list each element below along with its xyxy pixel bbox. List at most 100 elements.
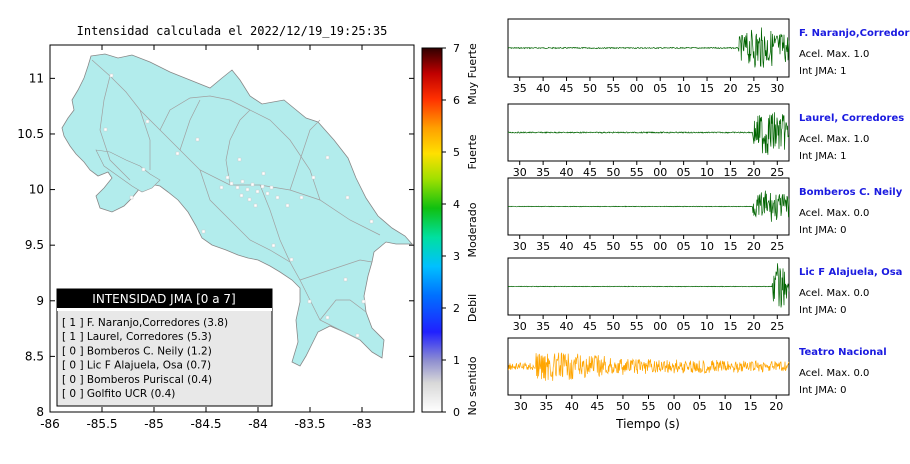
colorbar-tick-label: 4 xyxy=(453,198,460,211)
trace-tick-label: 15 xyxy=(723,320,737,333)
map-y-tick-label: 9 xyxy=(36,294,44,308)
trace-tick-label: 55 xyxy=(606,82,620,95)
trace-tick-label: 45 xyxy=(583,166,597,179)
trace-tick-label: 30 xyxy=(513,320,527,333)
trace-tick-label: 10 xyxy=(700,240,714,253)
trace-tick-label: 05 xyxy=(653,82,667,95)
trace-tick-label: 50 xyxy=(606,240,620,253)
intensity-legend: INTENSIDAD JMA [0 a 7] [ 1 ] F. Naranjo,… xyxy=(56,288,273,407)
legend-item: [ 0 ] Bomberos C. Neily (1.2) xyxy=(62,345,212,357)
trace-tick-label: 45 xyxy=(590,400,604,413)
trace-tick-label: 15 xyxy=(744,400,758,413)
int-jma-label: Int JMA: 0 xyxy=(799,305,847,316)
trace-tick-label: 00 xyxy=(653,166,667,179)
station-name: Lic F Alajuela, Osa xyxy=(799,267,902,278)
colorbar-tick-label: 6 xyxy=(453,94,460,107)
trace-tick-label: 40 xyxy=(560,166,574,179)
map-y-tick-label: 8 xyxy=(36,405,44,419)
trace-tick-label: 35 xyxy=(536,166,550,179)
colorbar-tick-label: 2 xyxy=(453,302,460,315)
acel-max-label: Acel. Max. 1.0 xyxy=(799,49,869,60)
trace-tick-label: 35 xyxy=(536,240,550,253)
trace-tick-label: 05 xyxy=(677,240,691,253)
trace-tick-label: 40 xyxy=(560,240,574,253)
colorbar-tick-label: 0 xyxy=(453,406,460,419)
costa-rica-land xyxy=(61,53,413,367)
trace-tick-label: 10 xyxy=(700,166,714,179)
time-axis-label: Tiempo (s) xyxy=(615,417,680,431)
map-x-tick-label: -83 xyxy=(352,417,372,431)
trace-tick-label: 25 xyxy=(770,166,784,179)
map-y-tick-label: 10.5 xyxy=(17,127,44,141)
trace-tick-label: 50 xyxy=(606,166,620,179)
station-name: Bomberos C. Neily xyxy=(799,187,903,198)
trace-tick-label: 45 xyxy=(583,240,597,253)
legend-divider xyxy=(57,308,272,311)
legend-header xyxy=(57,289,272,308)
trace-tick-label: 25 xyxy=(770,240,784,253)
map-y-axis: 11 10.5 10 9.5 9 8.5 8 xyxy=(17,71,414,419)
trace-tick-label: 30 xyxy=(513,240,527,253)
trace-tick-label: 35 xyxy=(513,82,527,95)
trace-tick-label: 05 xyxy=(693,400,707,413)
legend-item: [ 0 ] Bomberos Puriscal (0.4) xyxy=(62,374,212,386)
trace-panel: 35 40 45 50 55 00 05 10 15 20 25 30 F. Naranjo,Corre… xyxy=(507,18,910,95)
trace-tick-label: 20 xyxy=(723,82,737,95)
map-x-tick-label: -85 xyxy=(144,417,164,431)
trace-tick-label: 30 xyxy=(514,400,528,413)
trace-tick-label: 50 xyxy=(583,82,597,95)
intensity-colorbar xyxy=(421,47,443,413)
map-x-tick-label: -85.5 xyxy=(86,417,117,431)
trace-tick-label: 05 xyxy=(677,166,691,179)
trace-tick-label: 15 xyxy=(723,166,737,179)
trace-tick-label: 10 xyxy=(700,320,714,333)
trace-tick-label: 15 xyxy=(723,240,737,253)
trace-panel: 30 35 40 45 50 55 00 05 10 15 20 Teatro Nacional Ace… xyxy=(507,337,887,413)
station-name: Laurel, Corredores xyxy=(799,113,904,124)
colorbar-category-label: Muy Fuerte xyxy=(466,43,479,105)
colorbar-category-label: Debil xyxy=(466,294,479,322)
trace-tick-label: 35 xyxy=(536,320,550,333)
trace-tick-label: 20 xyxy=(747,166,761,179)
waveform xyxy=(507,190,790,222)
map-y-tick-label: 10 xyxy=(29,183,44,197)
acel-max-label: Acel. Max. 0.0 xyxy=(799,368,869,379)
trace-tick-label: 50 xyxy=(606,320,620,333)
colorbar-tick-label: 1 xyxy=(453,354,460,367)
trace-tick-label: 55 xyxy=(630,320,644,333)
trace-tick-label: 55 xyxy=(630,240,644,253)
int-jma-label: Int JMA: 1 xyxy=(799,66,847,77)
waveform xyxy=(507,27,790,68)
trace-tick-label: 15 xyxy=(700,82,714,95)
trace-tick-label: 10 xyxy=(718,400,732,413)
colorbar-labels: No sentido Debil Moderado Fuerte Muy Fuerte xyxy=(466,43,479,416)
trace-tick-label: 20 xyxy=(747,320,761,333)
trace-tick-label: 20 xyxy=(769,400,783,413)
waveform xyxy=(508,263,790,308)
waveform xyxy=(507,112,790,155)
map-x-tick-label: -84 xyxy=(248,417,268,431)
colorbar-tick-label: 5 xyxy=(453,146,460,159)
legend-item: [ 0 ] Golfito UCR (0.4) xyxy=(62,388,175,400)
trace-tick-label: 00 xyxy=(653,320,667,333)
trace-panel: 30 35 40 45 50 55 00 05 10 15 20 25 Laurel, Corredor… xyxy=(507,103,904,179)
station-name: F. Naranjo,Corredores xyxy=(799,28,910,39)
trace-tick-label: 25 xyxy=(770,320,784,333)
legend-item: [ 1 ] F. Naranjo,Corredores (3.8) xyxy=(62,317,228,329)
acel-max-label: Acel. Max. 1.0 xyxy=(799,134,869,145)
trace-tick-label: 20 xyxy=(747,240,761,253)
map-x-tick-label: -83.5 xyxy=(294,417,325,431)
colorbar-category-label: No sentido xyxy=(466,356,479,415)
trace-tick-label: 00 xyxy=(653,240,667,253)
trace-tick-label: 55 xyxy=(642,400,656,413)
map-roads xyxy=(91,59,381,341)
seismogram-traces: 35 40 45 50 55 00 05 10 15 20 25 30 F. Naranjo,Corre… xyxy=(507,18,910,413)
trace-tick-label: 40 xyxy=(565,400,579,413)
trace-tick-label: 35 xyxy=(539,400,553,413)
legend-item: [ 1 ] Laurel, Corredores (5.3) xyxy=(62,331,212,343)
trace-tick-label: 45 xyxy=(583,320,597,333)
trace-tick-label: 50 xyxy=(616,400,630,413)
colorbar-category-label: Fuerte xyxy=(466,134,479,169)
map-x-tick-label: -84.5 xyxy=(190,417,221,431)
trace-tick-label: 30 xyxy=(513,166,527,179)
